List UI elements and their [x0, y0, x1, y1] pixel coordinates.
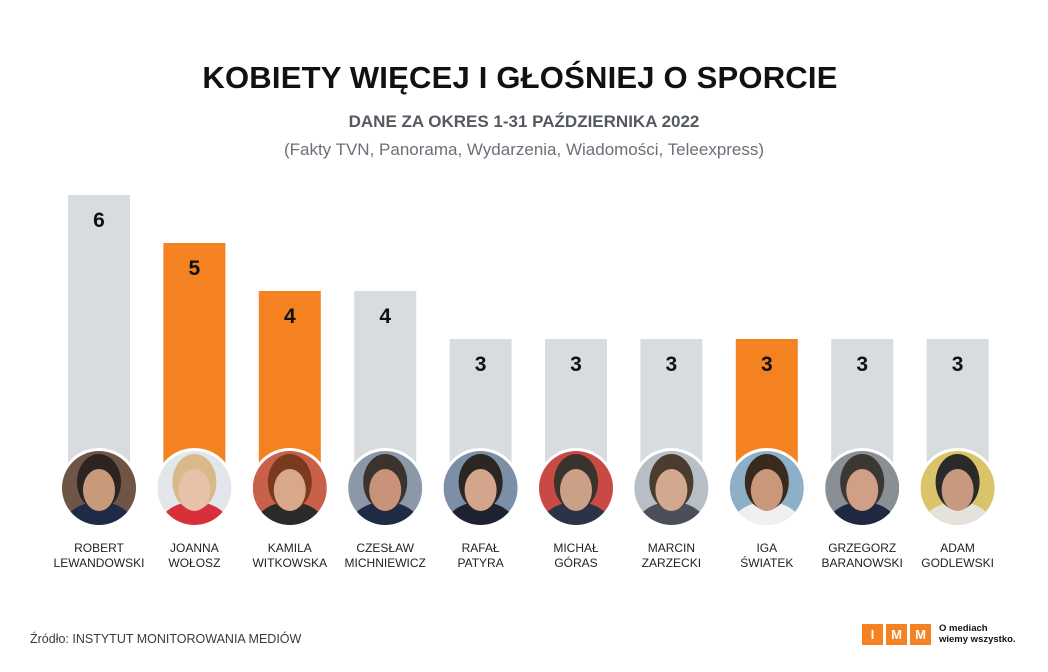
avatar-8 [822, 448, 903, 528]
avatar-shoulders-8 [828, 502, 897, 525]
category-label-5-line2: GÓRAS [554, 555, 597, 570]
avatar-shoulders-1 [160, 502, 229, 525]
category-label-8-line2: BARANOWSKI [822, 556, 903, 570]
avatar-shoulders-0 [65, 502, 133, 525]
chart-subtitle: DANE ZA OKRES 1-31 PAŹDZIERNIKA 2022 [348, 112, 700, 131]
category-label-3-line2: MICHNIEWICZ [345, 556, 426, 570]
category-label-1-line2: WOŁOSZ [168, 556, 220, 570]
avatar-photo-9 [920, 451, 995, 525]
avatar-photo-1 [157, 451, 232, 525]
avatar-face-3 [369, 469, 402, 511]
chart-title: KOBIETY WIĘCEJ I GŁOŚNIEJ O SPORCIE [202, 60, 838, 95]
value-label-0: 6 [93, 209, 105, 232]
category-label-9-line2: GODLEWSKI [921, 556, 994, 570]
category-label-2-line1: KAMILA [268, 541, 312, 555]
avatar-0 [59, 448, 139, 528]
avatar-photo-4 [443, 451, 518, 525]
avatar-1 [154, 448, 235, 528]
avatar-face-5 [560, 469, 592, 511]
avatar-photo-2 [252, 451, 327, 525]
avatar-3 [345, 448, 426, 528]
value-label-9: 3 [952, 353, 964, 376]
avatar-9 [917, 448, 998, 528]
avatar-shoulders-7 [732, 502, 801, 525]
value-label-6: 3 [666, 353, 678, 376]
category-label-0-line2: LEWANDOWSKI [54, 556, 145, 570]
avatar-shoulders-3 [351, 502, 420, 525]
category-label-8-line1: GRZEGORZ [828, 541, 896, 555]
avatar-7 [726, 448, 807, 528]
avatar-face-2 [273, 469, 306, 511]
category-label-6-line2: ZARZECKI [642, 556, 701, 570]
avatar-5 [536, 448, 616, 528]
value-label-8: 3 [856, 353, 868, 376]
logo-letter-i: I [862, 623, 883, 645]
avatar-4 [440, 448, 521, 528]
avatar-shoulders-5 [542, 502, 610, 525]
category-label-2-line2: WITKOWSKA [252, 556, 327, 570]
avatar-photo-7 [729, 451, 804, 525]
category-label-9-line1: ADAM [940, 541, 975, 555]
imm-logo: I M M O mediach wiemy wszystko. [862, 623, 1016, 645]
avatar-shoulders-4 [446, 502, 515, 525]
value-label-3: 4 [379, 305, 391, 328]
category-label-7-line2: ŚWIATEK [740, 555, 793, 570]
avatar-face-9 [941, 469, 974, 511]
value-label-5: 3 [570, 353, 582, 376]
avatar-photo-5 [539, 451, 613, 525]
category-label-1-line1: JOANNA [170, 541, 219, 555]
category-label-3-line1: CZESŁAW [356, 541, 414, 555]
category-label-6-line1: MARCIN [648, 541, 695, 555]
value-label-1: 5 [189, 257, 201, 280]
avatar-face-0 [83, 469, 115, 511]
category-label-0-line1: ROBERT [74, 541, 124, 555]
category-label-5-line1: MICHAŁ [553, 541, 599, 555]
value-label-7: 3 [761, 353, 773, 376]
avatar-shoulders-6 [637, 502, 706, 525]
avatar-shoulders-9 [923, 502, 992, 525]
avatar-photo-3 [348, 451, 423, 525]
value-label-2: 4 [284, 305, 296, 328]
avatar-shoulders-2 [255, 502, 324, 525]
bar-0 [68, 195, 130, 488]
logo-tagline: O mediach wiemy wszystko. [939, 623, 1016, 645]
category-label-4-line1: RAFAŁ [462, 541, 500, 555]
avatar-face-7 [750, 469, 783, 511]
avatar-face-1 [178, 469, 211, 511]
avatar-photo-8 [825, 451, 900, 525]
logo-letter-m2: M [910, 623, 931, 645]
avatar-photo-6 [634, 451, 709, 525]
avatar-face-4 [464, 469, 497, 511]
chart-sources-note: (Fakty TVN, Panorama, Wydarzenia, Wiadom… [283, 140, 765, 159]
value-label-4: 3 [475, 353, 487, 376]
avatar-6 [631, 448, 712, 528]
avatar-2 [249, 448, 330, 528]
avatar-photo-0 [62, 451, 136, 525]
category-label-4-line2: PATYRA [457, 556, 503, 570]
avatar-face-8 [846, 469, 879, 511]
source-credit: Źródło: INSTYTUT MONITOROWANIA MEDIÓW [30, 632, 302, 646]
bar-1 [163, 243, 226, 488]
category-label-7-line1: IGA [756, 541, 777, 555]
logo-letter-m1: M [886, 623, 907, 645]
avatar-face-6 [655, 469, 688, 511]
